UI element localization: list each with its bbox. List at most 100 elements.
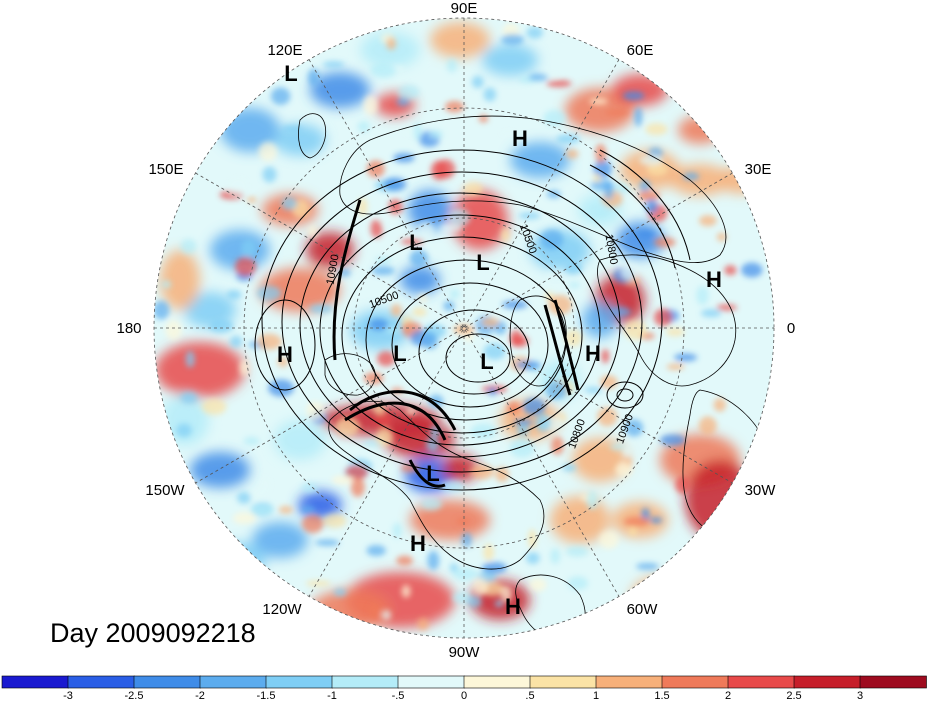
anomaly-speckle [609, 306, 632, 317]
colorbar-tick-label: -.5 [392, 690, 405, 702]
anomaly-speckle [543, 109, 566, 127]
anomaly-speckle [698, 416, 717, 435]
anomaly-speckle [646, 163, 669, 176]
anomaly-speckle [622, 91, 645, 101]
anomaly-speckle [556, 134, 581, 144]
anomaly-speckle [461, 532, 472, 548]
anomaly-speckle [413, 123, 422, 141]
anomaly-speckle [392, 522, 402, 539]
anomaly-speckle [481, 562, 507, 574]
anomaly-speckle [234, 256, 257, 277]
anomaly-speckle [154, 300, 170, 320]
anomaly-speckle [452, 591, 472, 604]
colorbar-cell [67, 675, 135, 689]
anomaly-speckle [456, 518, 471, 525]
colorbar-cell [661, 675, 729, 689]
anomaly-speckle [445, 101, 464, 113]
anomaly-speckle [236, 491, 252, 504]
anomaly-speckle [501, 34, 524, 46]
anomaly-speckle [674, 353, 698, 362]
lon-label-120w: 120W [262, 601, 302, 618]
anomaly-speckle [483, 543, 494, 561]
anomaly-speckle [597, 407, 618, 427]
jet-streak [349, 390, 457, 431]
anomaly-patch [670, 164, 730, 196]
jet-streak [344, 401, 447, 441]
anomaly-speckle [453, 324, 475, 335]
anomaly-patch [160, 250, 200, 310]
anomaly-speckle [540, 229, 564, 250]
anomaly-speckle [357, 121, 370, 133]
anomaly-speckle [526, 552, 540, 565]
anomaly-speckle [243, 436, 260, 446]
anomaly-speckle [590, 180, 614, 191]
colorbar-cell [265, 675, 333, 689]
anomaly-speckle [645, 199, 658, 214]
colorbar-cell [199, 675, 267, 689]
colorbar-cell [331, 675, 399, 689]
anomaly-patch [161, 394, 209, 446]
anomaly-speckle [374, 414, 392, 426]
anomaly-speckle [483, 343, 506, 360]
anomaly-speckle [307, 68, 320, 86]
anomaly-speckle [515, 360, 541, 369]
lon-label-90w: 90W [449, 644, 481, 661]
longitude-labels: 90E 60E 30E 0 30W 60W 90W 120W 150W 180 … [116, 0, 795, 661]
anomaly-speckle [628, 526, 638, 537]
anomaly-speckle [518, 212, 541, 220]
anomaly-speckle [528, 73, 549, 81]
anomaly-speckle [565, 149, 579, 159]
lon-label-120e: 120E [267, 42, 302, 59]
anomaly-speckle [440, 224, 463, 233]
anomaly-speckle [301, 514, 324, 534]
anomaly-speckle [599, 530, 619, 549]
anomaly-speckle [270, 87, 291, 105]
anomaly-speckle [466, 282, 482, 300]
colorbar-cell [859, 675, 927, 689]
anomaly-speckle [696, 285, 709, 306]
anomaly-speckle [241, 239, 257, 258]
map-boundary [153, 17, 775, 639]
anomaly-speckle [511, 335, 529, 347]
colorbar-tick-label: .5 [525, 690, 534, 702]
anomaly-speckle [551, 436, 564, 455]
anomaly-speckle [547, 295, 573, 315]
anomaly-speckle [546, 381, 568, 400]
anomaly-speckle [180, 238, 197, 254]
anomaly-speckle [412, 307, 427, 317]
anomaly-speckle [565, 262, 583, 275]
anomaly-speckle [370, 219, 383, 239]
anomaly-speckle [308, 225, 318, 238]
pressure-centers: L H L L H H L L H L H H [277, 61, 722, 619]
anomaly-speckle [636, 562, 659, 570]
colorbar-cell [595, 675, 663, 689]
pressure-center-marker: H [505, 594, 521, 619]
jet-streak [408, 459, 446, 488]
anomaly-patch [452, 190, 508, 250]
anomaly-speckle [716, 304, 737, 311]
anomaly-patch [612, 74, 668, 106]
anomaly-speckle [397, 84, 420, 100]
anomaly-speckle [422, 332, 439, 350]
anomaly-speckle [589, 98, 608, 105]
anomaly-speckle [529, 578, 547, 592]
jet-streak [543, 304, 572, 396]
pressure-center-marker: H [410, 531, 426, 556]
lon-label-150w: 150W [145, 482, 185, 499]
pressure-center-marker: L [426, 461, 439, 486]
anomaly-speckle [401, 126, 416, 137]
anomaly-speckle [724, 265, 737, 276]
anomaly-speckle [699, 215, 717, 227]
anomaly-speckle [600, 375, 618, 389]
colorbar-tick-label: 2 [725, 690, 731, 702]
colorbar-tick-label: -1 [327, 690, 337, 702]
anomaly-speckle [306, 401, 324, 420]
asia-outline [339, 115, 727, 263]
anomaly-speckle [495, 466, 509, 482]
colorbar-tick-label: 2.5 [786, 690, 801, 702]
anomaly-speckle [226, 175, 250, 196]
anomaly-speckle [333, 588, 347, 597]
anomaly-patch [190, 452, 250, 488]
contour-line [589, 164, 676, 269]
